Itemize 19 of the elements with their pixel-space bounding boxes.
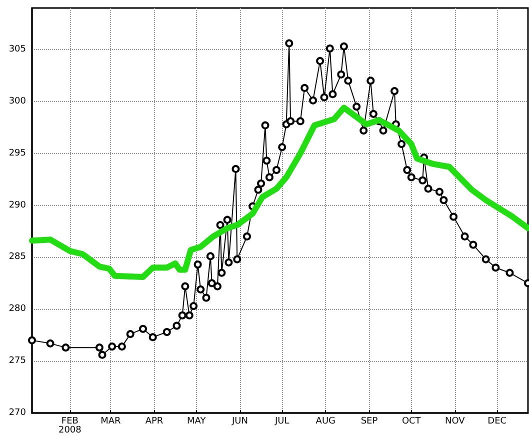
y-tick-label: 300 [8,96,26,106]
x-tick-label: APR [145,416,164,426]
x-tick-label: OCT [402,416,422,426]
x-tick-label: AUG [316,416,336,426]
x-tick-label: FEB 2008 [58,416,82,436]
y-tick-label: 290 [8,200,26,210]
y-tick-label: 280 [8,304,26,314]
x-tick-label: JUN [230,416,248,426]
x-tick-label: SEP [360,416,378,426]
y-tick-label: 305 [8,44,26,55]
y-tick-label: 275 [8,356,26,366]
y-tick-label: 295 [8,148,26,158]
x-tick-label: MAY [187,416,206,426]
y-tick-label: 285 [8,252,26,262]
x-tick-label: DEC [488,416,507,426]
x-tick-label: MAR [100,416,121,426]
x-tick-label: JUL [274,416,290,426]
x-tick-label: NOV [445,416,466,426]
y-tick-label: 270 [8,408,26,418]
